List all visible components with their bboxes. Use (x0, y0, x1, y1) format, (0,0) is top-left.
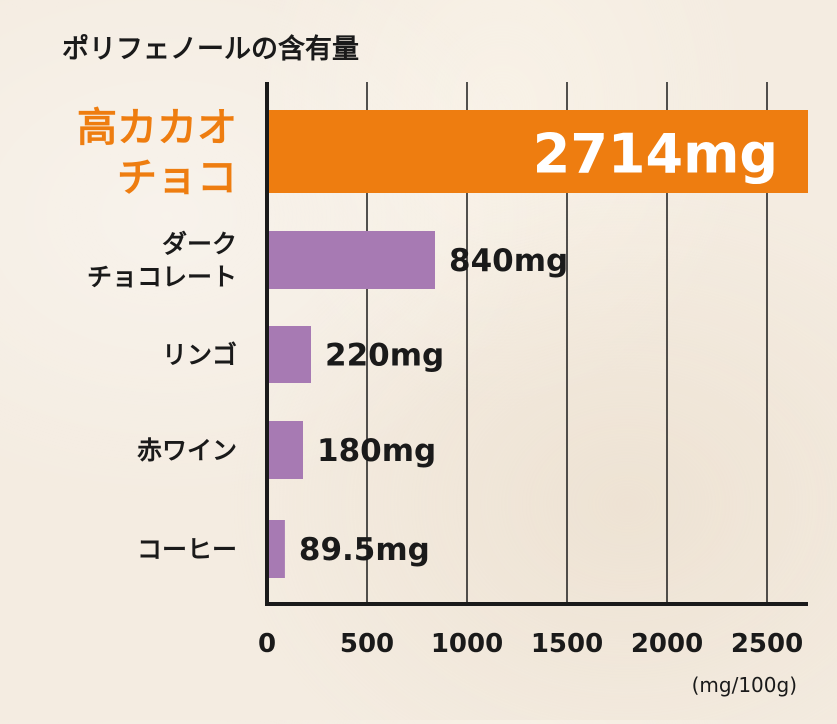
bar (267, 326, 311, 383)
data-label: 2714mg (533, 123, 778, 186)
data-label: 220mg (325, 338, 444, 374)
category-label: ダーク (162, 230, 237, 259)
category-label: チョコ (117, 155, 237, 201)
data-label: 89.5mg (299, 532, 430, 568)
x-tick-label: 2500 (731, 629, 803, 659)
chart-title: ポリフェノールの含有量 (62, 33, 359, 65)
bars (267, 110, 808, 578)
x-tick-label: 1500 (531, 629, 603, 659)
x-tick-label: 0 (258, 629, 276, 659)
category-label: コーヒー (137, 535, 237, 564)
x-tick-label: 1000 (431, 629, 503, 659)
x-tick-label: 2000 (631, 629, 703, 659)
data-label: 840mg (449, 243, 568, 279)
x-axis-unit-label: (mg/100g) (692, 673, 797, 697)
category-label: 赤ワイン (137, 436, 237, 465)
category-label: チョコレート (87, 263, 237, 292)
bar (267, 520, 285, 578)
bar-highlight (267, 110, 808, 193)
axes (265, 82, 808, 606)
category-label: 高カカオ (77, 105, 237, 151)
bar (267, 231, 435, 289)
bar (267, 421, 303, 479)
category-label: リンゴ (162, 341, 237, 370)
x-tick-label: 500 (340, 629, 394, 659)
data-label: 180mg (317, 433, 436, 469)
